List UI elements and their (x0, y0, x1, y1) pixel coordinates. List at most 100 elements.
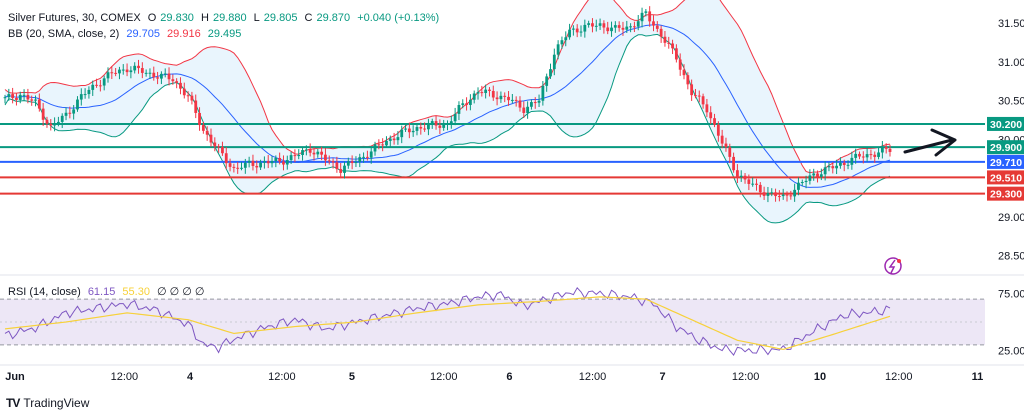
candle-body (106, 72, 110, 79)
candle-body (388, 138, 392, 141)
time-tick-label: 6 (506, 371, 512, 383)
symbol-title: Silver Futures, 30, COMEX (8, 12, 141, 24)
candle-body (671, 43, 674, 49)
candle-body (308, 149, 312, 153)
candle-body (255, 165, 259, 168)
candle-body (76, 99, 79, 110)
time-tick-label: Jun (5, 371, 25, 383)
candle-body (854, 153, 858, 158)
price-tick-label: 31.500 (998, 18, 1024, 30)
candle-body (465, 103, 468, 105)
candle-body (755, 183, 758, 185)
candle-body (621, 27, 625, 30)
candle-body (633, 26, 636, 28)
candle-body (541, 85, 545, 101)
candle-body (285, 160, 289, 165)
candle-body (373, 144, 377, 152)
candle-body (568, 29, 571, 38)
candle-body (449, 121, 453, 124)
candle-body (713, 118, 716, 125)
candle-body (575, 28, 579, 33)
candle-body (610, 27, 613, 32)
candle-body (64, 112, 68, 116)
bb-mid-value: 29.705 (126, 28, 160, 40)
candle-body (57, 121, 60, 124)
candle-body (728, 147, 732, 157)
candle-body (221, 146, 224, 154)
candle-body (175, 81, 179, 83)
candle-body (785, 194, 789, 196)
candle-body (598, 23, 602, 26)
candle-body (682, 69, 686, 76)
candle-body (747, 179, 751, 184)
symbol-legend[interactable]: Silver Futures, 30, COMEX O 29.830 H 29.88… (8, 12, 443, 24)
candle-body (385, 140, 388, 146)
candle-body (488, 89, 491, 91)
candle-body (182, 88, 186, 96)
candle-body (148, 72, 152, 74)
candle-body (316, 151, 320, 155)
candle-body (877, 152, 880, 157)
candle-body (121, 69, 125, 71)
candle-body (140, 68, 144, 73)
candle-body (205, 130, 209, 135)
candle-body (549, 69, 552, 77)
tradingview-brand[interactable]: TV TradingView (6, 396, 89, 410)
candle-body (194, 100, 198, 113)
candle-body (579, 31, 583, 33)
candle-body (674, 48, 678, 60)
candle-body (583, 24, 587, 32)
candle-body (518, 100, 522, 108)
candle-body (770, 192, 774, 194)
bollinger-legend[interactable]: BB (20, SMA, close, 2) 29.705 29.916 29.… (8, 28, 245, 40)
candle-body (884, 146, 888, 149)
time-tick-label: 11 (972, 371, 984, 383)
candle-body (606, 27, 610, 32)
candle-body (434, 121, 438, 126)
event-dot-icon (897, 259, 901, 263)
candle-body (343, 165, 346, 173)
candle-body (865, 154, 869, 158)
candle-body (636, 21, 640, 27)
candle-body (507, 96, 510, 101)
rsi-empty-values: ∅ ∅ ∅ ∅ (157, 286, 205, 298)
candle-body (442, 124, 446, 128)
candle-body (869, 154, 873, 156)
candle-body (873, 154, 877, 157)
candle-body (716, 124, 720, 136)
candle-body (289, 155, 293, 161)
candle-body (377, 144, 381, 146)
candle-body (503, 95, 507, 97)
candle-body (152, 72, 156, 78)
candle-body (83, 94, 87, 96)
candle-body (114, 72, 118, 74)
candle-body (350, 161, 354, 164)
time-tick-label: 12:00 (579, 371, 607, 383)
candle-body (762, 192, 766, 196)
level-price-label: 29.900 (990, 142, 1022, 154)
candle-body (613, 25, 617, 28)
candle-body (652, 21, 655, 26)
candle-body (587, 23, 591, 25)
candle-body (7, 94, 11, 98)
candle-body (49, 123, 53, 126)
candle-body (186, 95, 190, 97)
candle-body (667, 42, 671, 44)
candle-body (26, 94, 30, 100)
candle-body (358, 157, 362, 162)
candle-body (758, 184, 762, 193)
candle-body (34, 99, 37, 101)
rsi-legend[interactable]: RSI (14, close) 61.15 55.30 ∅ ∅ ∅ ∅ (8, 285, 209, 298)
candle-body (278, 157, 282, 162)
candle-body (297, 154, 301, 157)
candle-body (293, 155, 297, 157)
candle-body (217, 146, 221, 148)
candle-body (3, 97, 7, 99)
candle-body (594, 25, 598, 27)
candle-body (282, 161, 285, 165)
candle-body (423, 128, 427, 130)
level-price-badge (987, 140, 1024, 155)
candle-body (819, 174, 823, 177)
candle-body (800, 182, 804, 184)
